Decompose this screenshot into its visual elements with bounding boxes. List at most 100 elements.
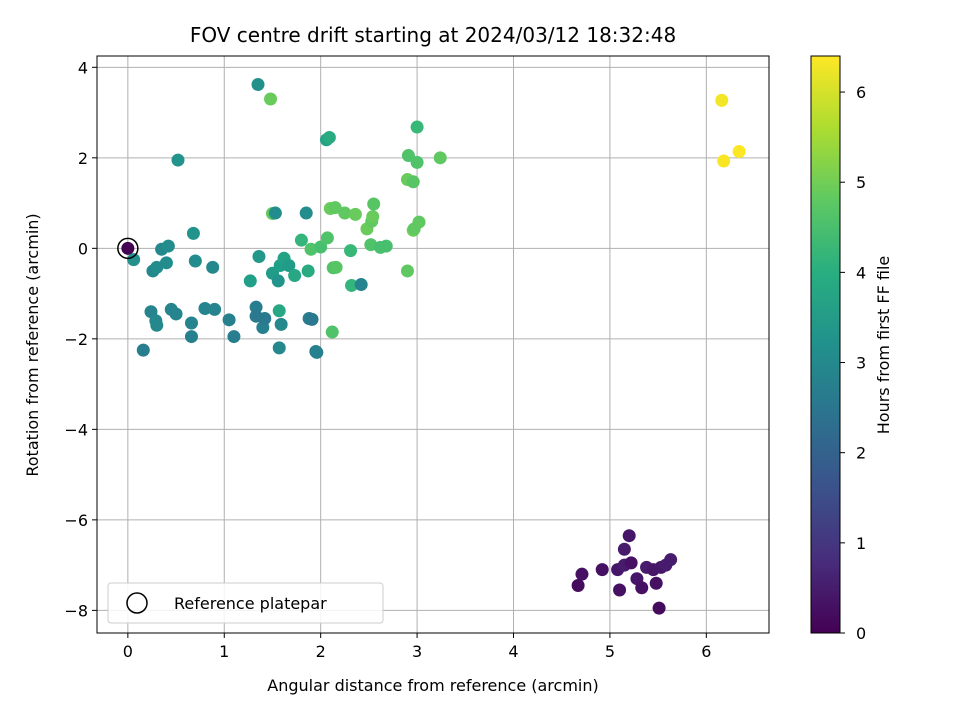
colorbar: 0 1 2 3 4 5 6 Hours from first FF file [810, 55, 893, 643]
plot-frame [96, 55, 770, 634]
chart-title: FOV centre drift starting at 2024/03/12 … [190, 23, 676, 47]
colorbar-gradient [810, 55, 841, 634]
scatter-point [624, 556, 638, 570]
scatter-point [305, 312, 319, 326]
scatter-point [410, 155, 424, 169]
scatter-point [249, 300, 263, 314]
y-axis-ticks: −8 −6 −4 −2 0 2 4 [64, 58, 97, 620]
scatter-points [117, 78, 746, 615]
scatter-point [649, 576, 663, 590]
scatter-point [622, 529, 636, 543]
scatter-point [251, 78, 265, 92]
colorbar-ticks: 0 1 2 3 4 5 6 [840, 83, 866, 643]
scatter-point [410, 120, 424, 134]
scatter-point [367, 197, 381, 211]
x-tick-label: 1 [219, 642, 229, 661]
scatter-point [264, 92, 278, 106]
scatter-point [206, 260, 220, 274]
reference-marker-ring [117, 237, 139, 260]
scatter-point [301, 264, 315, 278]
colorbar-tick-label: 1 [856, 534, 866, 553]
scatter-point [272, 341, 286, 355]
scatter-point [198, 302, 212, 316]
gridlines [97, 56, 769, 633]
colorbar-tick-label: 4 [856, 263, 866, 282]
y-tick-label: −8 [64, 601, 88, 620]
scatter-point [150, 260, 164, 274]
scatter-point [188, 254, 202, 268]
scatter-point [664, 553, 678, 567]
scatter-point [325, 325, 339, 339]
scatter-point [184, 316, 198, 330]
scatter-point [613, 583, 627, 597]
scatter-point [732, 144, 746, 158]
scatter-point [243, 274, 257, 288]
x-tick-label: 5 [605, 642, 615, 661]
scatter-point [252, 249, 266, 263]
x-axis-ticks: 0 1 2 3 4 5 6 [123, 633, 711, 661]
scatter-point [184, 330, 198, 344]
y-axis-label: Rotation from reference (arcmin) [23, 213, 42, 476]
scatter-point [169, 307, 183, 321]
scatter-point [400, 264, 414, 278]
y-tick-label: −6 [64, 511, 88, 530]
y-tick-label: 4 [78, 58, 88, 77]
scatter-point [171, 153, 185, 167]
colorbar-tick-label: 5 [856, 173, 866, 192]
y-tick-label: 0 [78, 239, 88, 258]
scatter-point [208, 302, 222, 316]
colorbar-tick-label: 2 [856, 444, 866, 463]
y-tick-label: −2 [64, 330, 88, 349]
scatter-point [715, 93, 729, 107]
scatter-point [299, 206, 313, 220]
y-tick-label: 2 [78, 149, 88, 168]
scatter-point [161, 239, 175, 253]
x-tick-label: 2 [316, 642, 326, 661]
scatter-point [320, 231, 334, 245]
scatter-point [310, 345, 324, 359]
scatter-point [595, 563, 609, 577]
scatter-point [617, 542, 631, 556]
scatter-point [186, 226, 200, 240]
colorbar-label: Hours from first FF file [874, 256, 893, 435]
scatter-point [272, 304, 286, 318]
scatter-point [227, 330, 241, 344]
scatter-point [575, 567, 589, 581]
scatter-point [328, 201, 342, 215]
scatter-point [366, 210, 380, 224]
colorbar-tick-label: 3 [856, 354, 866, 373]
scatter-point [136, 343, 150, 357]
y-tick-label: −4 [64, 420, 88, 439]
x-tick-label: 4 [508, 642, 518, 661]
scatter-point [294, 233, 308, 247]
scatter-point [159, 256, 173, 270]
scatter-point [314, 240, 328, 254]
legend-marker [126, 592, 148, 614]
scatter-point [635, 581, 649, 595]
scatter-point [329, 260, 343, 274]
scatter-point [271, 274, 285, 288]
scatter-point [717, 154, 731, 168]
scatter-point [652, 601, 666, 615]
x-tick-label: 6 [701, 642, 711, 661]
scatter-point [322, 130, 336, 144]
scatter-point [344, 244, 358, 258]
scatter-point [288, 268, 302, 282]
scatter-point [127, 253, 141, 267]
x-tick-label: 0 [123, 642, 133, 661]
scatter-point [274, 317, 288, 331]
scatter-point [268, 206, 282, 220]
scatter-point [258, 311, 272, 325]
x-tick-label: 3 [412, 642, 422, 661]
scatter-point [222, 313, 236, 327]
legend-entry-label: Reference platepar [174, 594, 327, 613]
scatter-point [412, 215, 426, 229]
scatter-point [348, 207, 362, 221]
legend-box [107, 582, 384, 624]
scatter-point [150, 318, 164, 332]
colorbar-tick-label: 6 [856, 83, 866, 102]
scatter-point [379, 239, 393, 253]
colorbar-tick-label: 0 [856, 624, 866, 643]
scatter-point [571, 578, 585, 592]
